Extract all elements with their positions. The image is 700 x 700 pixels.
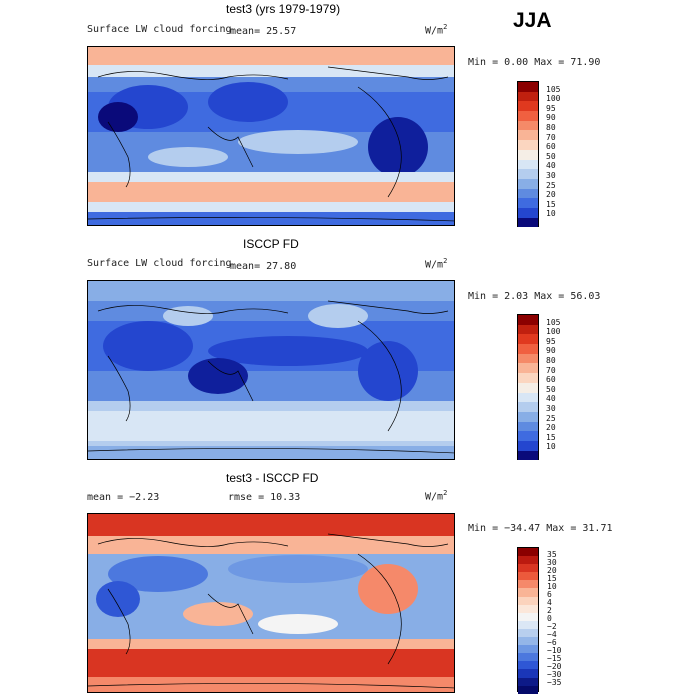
cbar-label: 20 [546, 190, 556, 199]
cbar-label: 40 [546, 394, 556, 403]
cbar-label: 80 [546, 356, 556, 365]
panel1-units: W/m2 [425, 23, 447, 36]
cbar-label: 80 [546, 123, 556, 132]
cbar-label: 10 [546, 209, 556, 218]
cbar-label: 60 [546, 142, 556, 151]
cbar-label: 95 [546, 104, 556, 113]
cbar-label: 30 [546, 404, 556, 413]
cbar-label: 50 [546, 385, 556, 394]
cbar-label: 105 [546, 85, 561, 94]
panel3-mean: mean = −2.23 [87, 492, 160, 503]
cbar-label: −10 [547, 646, 562, 655]
cbar-label: 25 [546, 181, 556, 190]
panel2-title: ISCCP FD [243, 237, 299, 251]
cbar-label: 25 [546, 414, 556, 423]
cbar-label: 90 [546, 346, 556, 355]
units-base: W/m [425, 259, 444, 271]
panel3-map [87, 513, 455, 693]
cbar-label: 15 [546, 433, 556, 442]
panel2-mean: mean= 27.80 [230, 261, 297, 272]
cbar-label: 105 [546, 318, 561, 327]
cbar-label: 10 [547, 582, 557, 591]
units-base: W/m [425, 25, 444, 37]
panel2-colorbar [517, 314, 539, 461]
panel1-title: test3 (yrs 1979-1979) [226, 2, 341, 16]
cbar-label: 60 [546, 375, 556, 384]
panel2-units: W/m2 [425, 257, 447, 270]
cbar-label: 100 [546, 327, 561, 336]
panel1-mean: mean= 25.57 [230, 26, 297, 37]
cbar-label: −15 [547, 654, 562, 663]
cbar-label: 100 [546, 94, 561, 103]
cbar-label: 6 [547, 590, 552, 599]
cbar-label: 20 [547, 566, 557, 575]
panel1-map [87, 46, 455, 226]
panel1-minmax: Min = 0.00 Max = 71.90 [468, 57, 601, 68]
panel3-units: W/m2 [425, 489, 447, 502]
cbar-label: 30 [546, 171, 556, 180]
panel2-map [87, 280, 455, 460]
cbar-label: 0 [547, 614, 552, 623]
cbar-label: 30 [547, 558, 557, 567]
cbar-label: 70 [546, 133, 556, 142]
cbar-label: 15 [546, 200, 556, 209]
cbar-label: 90 [546, 113, 556, 122]
cbar-label: 70 [546, 366, 556, 375]
cbar-label: −4 [547, 630, 557, 639]
cbar-label: 40 [546, 161, 556, 170]
panel3-colorbar [517, 547, 539, 694]
cbar-label: −2 [547, 622, 557, 631]
units-exponent: 2 [443, 23, 448, 31]
units-exponent: 2 [443, 257, 448, 265]
cbar-label: −30 [547, 670, 562, 679]
panel3-title: test3 - ISCCP FD [226, 471, 319, 485]
cbar-label: 2 [547, 606, 552, 615]
cbar-label: 35 [547, 550, 557, 559]
season-label: JJA [513, 9, 552, 32]
panel1-colorbar [517, 81, 539, 228]
units-base: W/m [425, 491, 444, 503]
cbar-label: −35 [547, 678, 562, 687]
cbar-label: 95 [546, 337, 556, 346]
panel3-minmax: Min = −34.47 Max = 31.71 [468, 523, 613, 534]
panel2-minmax: Min = 2.03 Max = 56.03 [468, 291, 601, 302]
panel3-rmse: rmse = 10.33 [228, 492, 301, 503]
units-exponent: 2 [443, 489, 448, 497]
cbar-label: −20 [547, 662, 562, 671]
cbar-label: 50 [546, 152, 556, 161]
cbar-label: −6 [547, 638, 557, 647]
cbar-label: 4 [547, 598, 552, 607]
cbar-label: 10 [546, 442, 556, 451]
cbar-label: 15 [547, 574, 557, 583]
panel2-variable: Surface LW cloud forcing [87, 258, 232, 269]
cbar-label: 20 [546, 423, 556, 432]
panel1-variable: Surface LW cloud forcing [87, 24, 232, 35]
